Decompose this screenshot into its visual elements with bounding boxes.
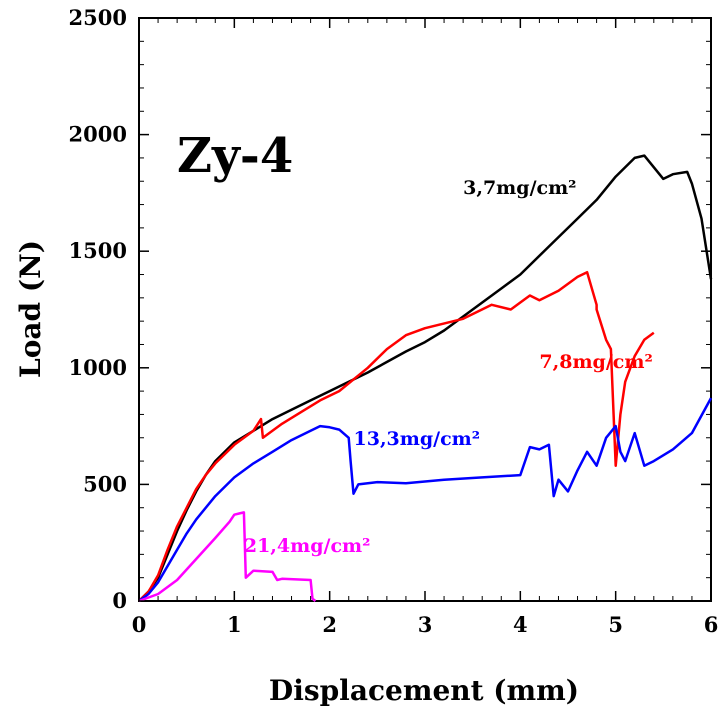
axis-ticks: 0 1 2 3 4 5 6 0 500 1000 1500 2000 2500 [69, 5, 719, 637]
series-layer [138, 154, 713, 603]
series-line-2 [138, 270, 655, 602]
y-tick-label: 0 [112, 588, 127, 613]
y-tick-label: 1000 [69, 355, 127, 380]
series-label: 21,4mg/cm² [244, 535, 371, 557]
y-tick-label: 1500 [69, 238, 127, 263]
plot-border [138, 17, 712, 602]
x-tick-label: 5 [608, 612, 623, 637]
y-axis-title: Load (N) [14, 240, 47, 378]
x-tick-label: 1 [227, 612, 242, 637]
series-line-3 [138, 397, 713, 603]
chart-title: Zy-4 [177, 128, 293, 184]
series-labels: 3,7mg/cm² 7,8mg/cm² 13,3mg/cm² 21,4mg/cm² [244, 177, 653, 557]
y-tick-label: 2500 [69, 5, 127, 30]
y-tick-label: 2000 [69, 122, 127, 147]
series-label: 13,3mg/cm² [354, 428, 481, 450]
x-axis-title: Displacement (mm) [269, 674, 579, 707]
x-tick-label: 2 [322, 612, 337, 637]
x-tick-label: 3 [418, 612, 433, 637]
series-label: 3,7mg/cm² [463, 177, 576, 199]
series-line-4 [138, 511, 317, 603]
x-tick-label: 4 [513, 612, 528, 637]
y-tick-label: 500 [83, 471, 127, 496]
x-tick-label: 0 [132, 612, 147, 637]
x-tick-label: 6 [704, 612, 719, 637]
plot-area [138, 17, 712, 602]
series-label: 7,8mg/cm² [539, 351, 652, 373]
